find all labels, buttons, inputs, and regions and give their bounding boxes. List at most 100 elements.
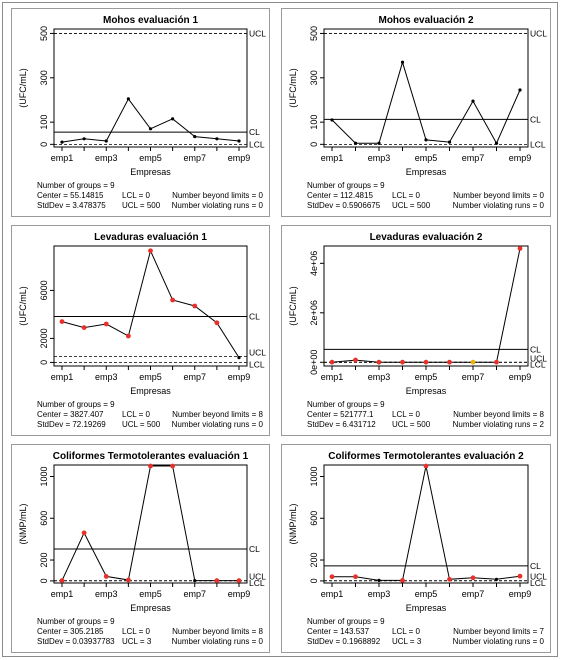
y-tick-label: 2000 — [39, 328, 49, 348]
stat-lcl: LCL = 0 — [392, 191, 420, 200]
stat-center: Center = 143.537 — [307, 627, 370, 636]
x-tick-label: emp7 — [462, 589, 485, 599]
y-tick-label: 0 — [39, 578, 49, 583]
series-line — [331, 60, 521, 145]
data-point — [236, 578, 242, 583]
data-point — [447, 576, 452, 582]
cl-label: CL — [530, 114, 541, 124]
data-point — [353, 141, 358, 145]
chart-svg: Levaduras evaluación 2 0e+00 2e+06 4e+06 (UF… — [288, 232, 547, 429]
stat-violating: Number violating runs = 2 — [453, 420, 545, 429]
series-line — [61, 249, 240, 358]
data-point — [103, 321, 109, 327]
data-point — [237, 139, 241, 143]
stat-stddev: StdDev = 0.1968892 — [307, 637, 381, 646]
lcl-label: LCL — [530, 139, 546, 149]
stat-ucl: UCL = 3 — [392, 637, 422, 646]
data-point — [192, 303, 198, 309]
stat-stddev: StdDev = 72.19269 — [37, 420, 106, 429]
data-point — [353, 574, 358, 580]
stat-beyond: Number beyond limits = 0 — [172, 191, 263, 200]
x-axis-label: Empresas — [406, 603, 447, 613]
stat-beyond: Number beyond limits = 7 — [453, 627, 544, 636]
y-tick-label: 500 — [309, 26, 319, 41]
data-point — [377, 141, 381, 145]
y-tick-label: 0 — [39, 360, 49, 365]
x-axis-label: Empresas — [130, 386, 171, 396]
ucl-label: UCL — [249, 572, 266, 582]
x-tick-label: emp5 — [415, 589, 438, 599]
stat-violating: Number violating runs = 0 — [172, 201, 264, 210]
x-tick-label: emp9 — [509, 153, 532, 163]
y-tick-label: 600 — [39, 511, 49, 526]
data-point — [193, 578, 197, 583]
x-tick-label: emp9 — [228, 372, 251, 382]
series-line — [61, 465, 239, 582]
chart-panel-mohos-2: Mohos evaluación 2 0 100 300 500 (UFC/mL) emp1… — [281, 8, 551, 217]
x-tick-label: emp7 — [183, 153, 206, 163]
cl-label: CL — [249, 127, 260, 137]
lcl-label: LCL — [249, 359, 265, 369]
data-point — [59, 578, 65, 583]
cl-label: CL — [530, 344, 541, 354]
plot-frame — [323, 464, 529, 584]
chart-svg: Levaduras evaluación 1 0 2000 6000 (UFC/mL) e… — [18, 232, 266, 429]
ucl-label: UCL — [530, 28, 547, 38]
x-tick-label: emp9 — [509, 589, 532, 599]
chart-panel-coliformes-2: Coliformes Termotolerantes evaluación 2 0… — [281, 444, 551, 653]
x-axis-label: Empresas — [130, 603, 171, 613]
data-point — [81, 530, 87, 536]
x-tick-label: emp1 — [321, 153, 344, 163]
ucl-label: UCL — [249, 28, 266, 38]
data-point — [400, 577, 405, 583]
data-point — [376, 359, 382, 365]
x-tick-label: emp7 — [183, 589, 206, 599]
plot-frame — [53, 245, 248, 367]
y-tick-label: 0e+00 — [309, 350, 319, 375]
lcl-label: LCL — [249, 578, 265, 588]
y-tick-label: 1000 — [39, 466, 49, 486]
stat-violating: Number violating runs = 0 — [172, 637, 264, 646]
chart-svg: Coliformes Termotolerantes evaluación 2 0… — [288, 451, 547, 646]
y-tick-label: 6000 — [39, 280, 49, 300]
chart-panel-coliformes-1: Coliformes Termotolerantes evaluación 1 0… — [11, 444, 270, 653]
x-tick-label: emp1 — [321, 589, 344, 599]
lcl-label: LCL — [249, 139, 265, 149]
x-tick-label: emp3 — [368, 153, 391, 163]
stat-groups: Number of groups = 9 — [307, 617, 385, 626]
x-tick-label: emp5 — [415, 372, 438, 382]
data-point — [400, 60, 405, 64]
data-point — [126, 97, 130, 101]
cl-label: CL — [530, 561, 541, 571]
data-point — [148, 248, 153, 254]
data-point — [148, 463, 153, 469]
stat-violating: Number violating runs = 0 — [453, 201, 545, 210]
stat-lcl: LCL = 0 — [122, 627, 150, 636]
stat-center: Center = 112.4815 — [307, 191, 373, 200]
stat-stddev: StdDev = 0.03937783 — [37, 637, 115, 646]
data-point — [214, 578, 220, 583]
data-point — [518, 88, 522, 92]
data-point — [330, 118, 334, 122]
data-point — [470, 359, 476, 365]
x-axis-label: Empresas — [406, 167, 447, 177]
y-tick-label: 0 — [309, 142, 319, 147]
data-point — [329, 359, 335, 365]
chart-panel-mohos-1: Mohos evaluación 1 0 100 300 500 (UFC/mL) emp1… — [11, 8, 270, 217]
chart-title: Coliformes Termotolerantes evaluación 2 — [328, 451, 524, 462]
cl-label: CL — [249, 311, 260, 321]
x-tick-label: emp9 — [509, 372, 532, 382]
stat-ucl: UCL = 3 — [122, 637, 152, 646]
data-point — [171, 117, 175, 121]
y-tick-label: 100 — [39, 115, 49, 130]
y-tick-label: 4e+06 — [309, 251, 319, 276]
stat-ucl: UCL = 500 — [392, 420, 431, 429]
stat-ucl: UCL = 500 — [392, 201, 431, 210]
data-point — [494, 359, 499, 365]
data-point — [447, 359, 452, 365]
x-tick-label: emp5 — [415, 153, 438, 163]
x-tick-label: emp3 — [95, 372, 118, 382]
data-point — [423, 359, 429, 365]
data-point — [104, 139, 108, 143]
y-tick-label: 0 — [39, 142, 49, 147]
